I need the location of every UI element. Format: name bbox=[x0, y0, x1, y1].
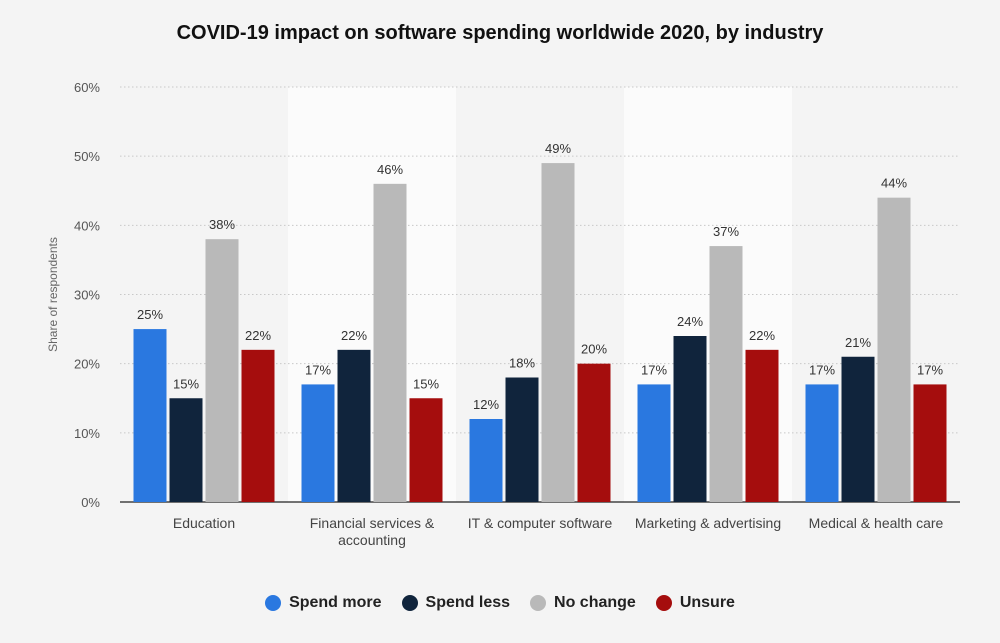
chart-legend: Spend more Spend less No change Unsure bbox=[0, 594, 1000, 612]
x-tick-label: Medical & health care bbox=[809, 515, 944, 531]
data-label: 24% bbox=[677, 314, 703, 329]
legend-item-no-change[interactable]: No change bbox=[530, 594, 636, 612]
bar bbox=[505, 377, 539, 502]
legend-label-no-change: No change bbox=[554, 594, 636, 611]
x-tick-label: Financial services & accounting bbox=[310, 515, 435, 548]
bar bbox=[169, 398, 203, 502]
x-tick-label-line: Medical & health care bbox=[809, 515, 944, 531]
bar bbox=[541, 163, 575, 503]
bar bbox=[133, 329, 167, 502]
data-label: 18% bbox=[509, 356, 535, 371]
bar bbox=[913, 384, 947, 502]
x-tick-label-line: Financial services & bbox=[310, 515, 435, 531]
data-label: 15% bbox=[173, 376, 199, 391]
x-tick-label-line: accounting bbox=[338, 532, 406, 548]
y-tick-label: 50% bbox=[74, 149, 100, 164]
data-label: 44% bbox=[881, 176, 907, 191]
legend-item-spend-more[interactable]: Spend more bbox=[265, 594, 382, 612]
x-tick-label-line: IT & computer software bbox=[468, 515, 613, 531]
data-label: 17% bbox=[917, 362, 943, 377]
data-label: 21% bbox=[845, 335, 871, 350]
data-label: 20% bbox=[581, 342, 607, 357]
data-label: 46% bbox=[377, 162, 403, 177]
legend-item-unsure[interactable]: Unsure bbox=[655, 594, 735, 612]
bar bbox=[637, 384, 671, 502]
data-label: 17% bbox=[809, 362, 835, 377]
data-label: 15% bbox=[413, 376, 439, 391]
x-tick-label-line: Education bbox=[173, 515, 235, 531]
y-axis-label: Share of respondents bbox=[46, 237, 60, 352]
bar bbox=[745, 349, 779, 502]
data-label: 37% bbox=[713, 224, 739, 239]
legend-item-spend-less[interactable]: Spend less bbox=[401, 594, 511, 612]
bar bbox=[805, 384, 839, 502]
x-tick-label: Marketing & advertising bbox=[635, 515, 781, 531]
y-tick-label: 30% bbox=[74, 288, 100, 303]
data-label: 49% bbox=[545, 141, 571, 156]
bar bbox=[709, 246, 743, 502]
bar bbox=[841, 356, 875, 502]
bar bbox=[469, 419, 503, 502]
y-tick-label: 0% bbox=[81, 495, 100, 510]
bar bbox=[241, 349, 275, 502]
data-label: 12% bbox=[473, 397, 499, 412]
chart-title: COVID-19 impact on software spending wor… bbox=[176, 22, 824, 44]
y-tick-label: 40% bbox=[74, 218, 100, 233]
x-tick-label: Education bbox=[173, 515, 235, 531]
x-tick-label: IT & computer software bbox=[468, 515, 613, 531]
legend-label-spend-more: Spend more bbox=[289, 594, 382, 611]
y-tick-label: 60% bbox=[74, 80, 100, 95]
data-label: 25% bbox=[137, 307, 163, 322]
y-tick-label: 10% bbox=[74, 426, 100, 441]
x-tick-label-line: Marketing & advertising bbox=[635, 515, 781, 531]
bar bbox=[409, 398, 443, 502]
legend-label-unsure: Unsure bbox=[679, 594, 735, 611]
bar bbox=[877, 197, 911, 502]
bar bbox=[205, 239, 239, 502]
bar bbox=[373, 183, 407, 503]
bar bbox=[301, 384, 335, 502]
legend-swatch-spend-more bbox=[265, 595, 282, 611]
data-label: 38% bbox=[209, 217, 235, 232]
data-label: 22% bbox=[245, 328, 271, 343]
legend-swatch-unsure bbox=[655, 595, 672, 611]
bar-chart: 0% 10% 20% 30% 40% 50% 60% Share of respondents… bbox=[46, 80, 960, 548]
data-label: 22% bbox=[341, 328, 367, 343]
legend-label-spend-less: Spend less bbox=[425, 594, 511, 611]
legend-swatch-spend-less bbox=[401, 595, 418, 611]
y-tick-label: 20% bbox=[74, 357, 100, 372]
data-label: 22% bbox=[749, 328, 775, 343]
bar bbox=[577, 363, 611, 502]
data-label: 17% bbox=[641, 362, 667, 377]
legend-swatch-no-change bbox=[530, 595, 547, 611]
data-label: 17% bbox=[305, 362, 331, 377]
bar bbox=[337, 349, 371, 502]
bar bbox=[673, 336, 707, 502]
